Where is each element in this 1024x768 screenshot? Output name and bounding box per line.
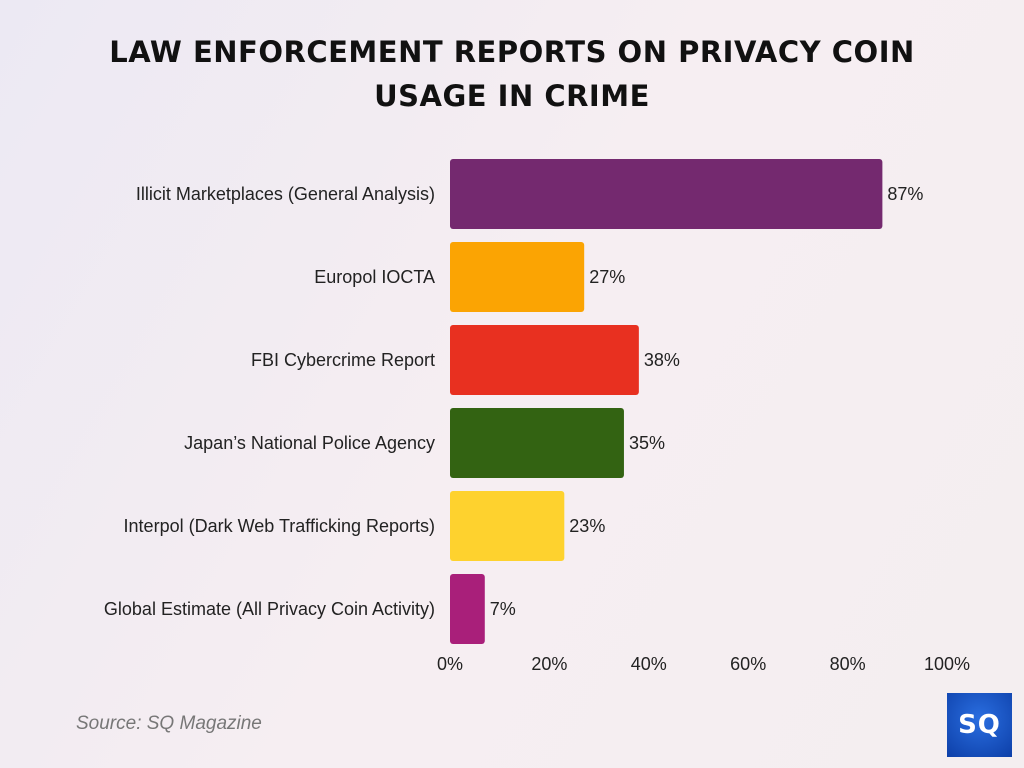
category-label: Japan’s National Police Agency	[184, 433, 435, 453]
data-label: 7%	[490, 599, 516, 619]
bar	[450, 574, 485, 644]
data-label: 23%	[569, 516, 605, 536]
x-tick-label: 80%	[830, 654, 866, 674]
category-label: Interpol (Dark Web Trafficking Reports)	[124, 516, 435, 536]
chart-title: LAW ENFORCEMENT REPORTS ON PRIVACY COIN …	[0, 30, 1024, 118]
sq-logo: SQ	[947, 693, 1012, 757]
title-line-1: LAW ENFORCEMENT REPORTS ON PRIVACY COIN	[109, 35, 915, 69]
x-tick-label: 40%	[631, 654, 667, 674]
bar	[450, 325, 639, 395]
x-tick-label: 0%	[437, 654, 463, 674]
category-label: Global Estimate (All Privacy Coin Activi…	[104, 599, 435, 619]
category-label: FBI Cybercrime Report	[251, 350, 435, 370]
data-label: 27%	[589, 267, 625, 287]
category-label: Europol IOCTA	[314, 267, 435, 287]
x-tick-label: 20%	[531, 654, 567, 674]
category-label: Illicit Marketplaces (General Analysis)	[136, 184, 435, 204]
bar	[450, 242, 585, 312]
bar	[450, 159, 883, 229]
data-label: 35%	[629, 433, 665, 453]
x-tick-label: 100%	[924, 654, 970, 674]
bar	[450, 408, 624, 478]
bar	[450, 491, 565, 561]
data-label: 38%	[644, 350, 680, 370]
source-text: Source: SQ Magazine	[76, 713, 262, 734]
x-tick-label: 60%	[730, 654, 766, 674]
data-label: 87%	[887, 184, 923, 204]
title-line-2: USAGE IN CRIME	[374, 79, 650, 113]
logo-text: SQ	[958, 710, 1001, 740]
